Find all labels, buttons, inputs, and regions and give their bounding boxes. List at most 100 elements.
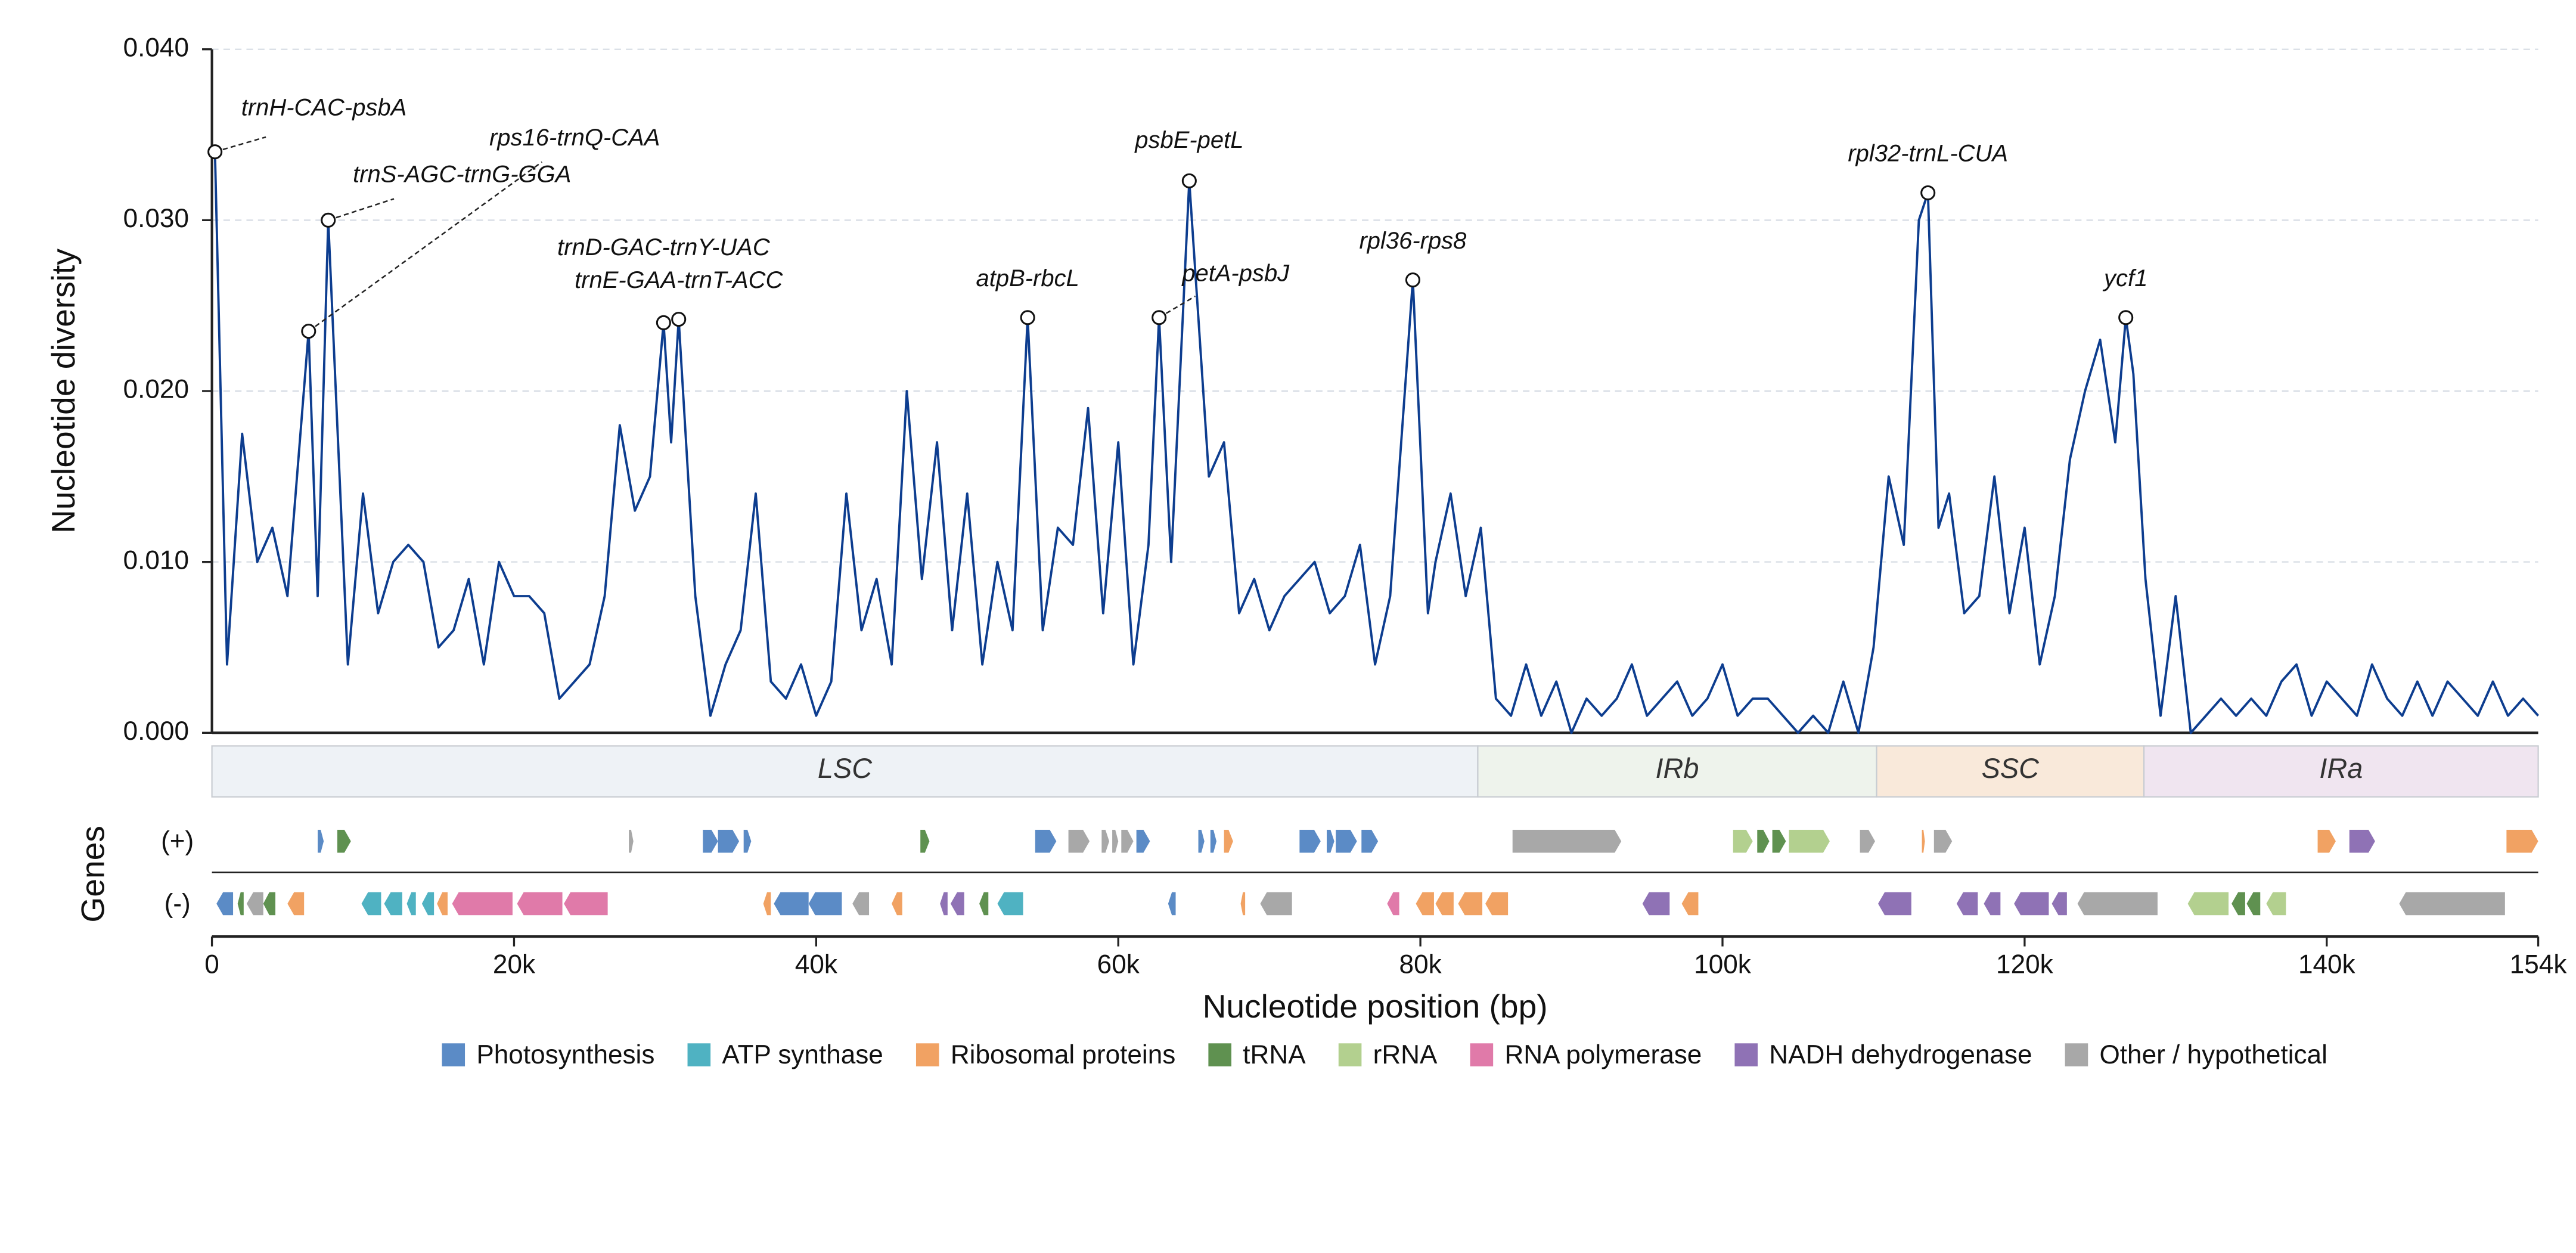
- gene: [246, 892, 263, 916]
- gene: [1260, 892, 1292, 916]
- gene: [852, 892, 870, 916]
- gene: [979, 892, 989, 916]
- gene: [1336, 829, 1357, 853]
- gene: [1956, 892, 1978, 916]
- region: [211, 745, 1479, 798]
- gene: [950, 892, 964, 916]
- legend-swatch: [1338, 1043, 1362, 1066]
- gene: [1485, 892, 1509, 916]
- gene: [1136, 829, 1150, 853]
- gene: [808, 892, 842, 916]
- gene: [1772, 829, 1786, 853]
- legend-swatch: [1470, 1043, 1494, 1066]
- gene: [774, 892, 809, 916]
- legend-label: tRNA: [1243, 1040, 1306, 1069]
- gene: [2349, 829, 2375, 853]
- gene: [1068, 829, 1090, 853]
- gene: [1512, 829, 1622, 853]
- gene: [1168, 892, 1176, 916]
- gene: [384, 892, 402, 916]
- gene: [718, 829, 740, 853]
- gene: [2187, 892, 2229, 916]
- gene: [997, 892, 1023, 916]
- gene: [263, 892, 276, 916]
- region: [2143, 745, 2539, 798]
- gene: [437, 892, 448, 916]
- peak-marker: [2118, 310, 2134, 325]
- gene: [1860, 829, 1875, 853]
- gene: [2232, 892, 2245, 916]
- gene: [2266, 892, 2286, 916]
- legend-label: Ribosomal proteins: [951, 1040, 1175, 1069]
- peak-label: trnS-AGC-trnG-GGA: [353, 161, 571, 187]
- gene: [421, 892, 434, 916]
- peak-label: psbE-petL: [1134, 127, 1243, 153]
- gene: [1240, 892, 1246, 916]
- legend-label: RNA polymerase: [1504, 1040, 1702, 1069]
- gene: [1326, 829, 1334, 853]
- gene: [703, 829, 718, 853]
- legend-label: Other / hypothetical: [2100, 1040, 2327, 1069]
- peak-label: trnH-CAC-psbA: [241, 95, 407, 121]
- region-label: LSC: [818, 753, 873, 784]
- legend-swatch: [2065, 1043, 2088, 1066]
- x-tick-label: 154k: [2510, 950, 2568, 979]
- genes-label: Genes: [74, 826, 111, 922]
- region-label: IRb: [1656, 753, 1699, 784]
- gene: [1933, 829, 1953, 853]
- leader-line: [1159, 295, 1196, 318]
- gene: [892, 892, 902, 916]
- gene: [1681, 892, 1699, 916]
- peak-marker: [1152, 310, 1167, 325]
- gene: [1198, 829, 1205, 853]
- gene: [1361, 829, 1379, 853]
- x-tick-label: 20k: [493, 950, 536, 979]
- gene: [2077, 892, 2158, 916]
- peak-marker: [207, 144, 223, 160]
- y-tick-label: 0.000: [123, 717, 189, 746]
- gene: [1387, 892, 1399, 916]
- legend-swatch: [915, 1043, 939, 1066]
- strand-label: (+): [161, 827, 194, 856]
- legend-swatch: [442, 1043, 465, 1066]
- peak-marker: [1020, 310, 1035, 325]
- gene: [1435, 892, 1454, 916]
- peak-label: trnD-GAC-trnY-UAC: [557, 234, 771, 260]
- gene: [1416, 892, 1434, 916]
- gene: [1112, 829, 1119, 853]
- legend-label: rRNA: [1373, 1040, 1438, 1069]
- gene: [1789, 829, 1830, 853]
- region: [1477, 745, 1877, 798]
- x-tick-label: 0: [204, 950, 219, 979]
- gene: [1299, 829, 1321, 853]
- gene: [337, 829, 351, 853]
- gene: [2399, 892, 2505, 916]
- legend-label: Photosynthesis: [476, 1040, 654, 1069]
- gene: [517, 892, 563, 916]
- gene: [2246, 892, 2261, 916]
- peak-marker: [1920, 185, 1936, 201]
- diversity-line: [213, 151, 2540, 734]
- legend-swatch: [1734, 1043, 1758, 1066]
- peak-marker: [301, 324, 316, 339]
- y-tick-label: 0.030: [123, 204, 189, 233]
- x-tick-label: 40k: [795, 950, 838, 979]
- gene: [406, 892, 416, 916]
- x-tick-label: 140k: [2298, 950, 2356, 979]
- gene: [1642, 892, 1670, 916]
- gene: [216, 892, 234, 916]
- gene: [629, 829, 634, 853]
- gene: [940, 892, 948, 916]
- peak-marker: [1405, 272, 1420, 288]
- gene: [763, 892, 771, 916]
- peak-marker: [1181, 173, 1197, 188]
- gene: [1210, 829, 1216, 853]
- leader-line: [308, 161, 542, 332]
- peak-marker: [656, 315, 671, 330]
- gene: [317, 829, 324, 853]
- gene: [1121, 829, 1134, 853]
- x-tick-label: 60k: [1097, 950, 1140, 979]
- gene: [1733, 829, 1753, 853]
- peak-label: rpl32-trnL-CUA: [1848, 141, 2008, 167]
